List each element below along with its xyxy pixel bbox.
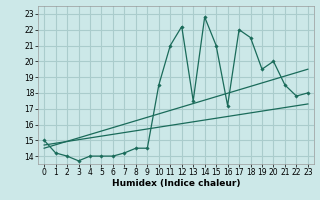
X-axis label: Humidex (Indice chaleur): Humidex (Indice chaleur) <box>112 179 240 188</box>
